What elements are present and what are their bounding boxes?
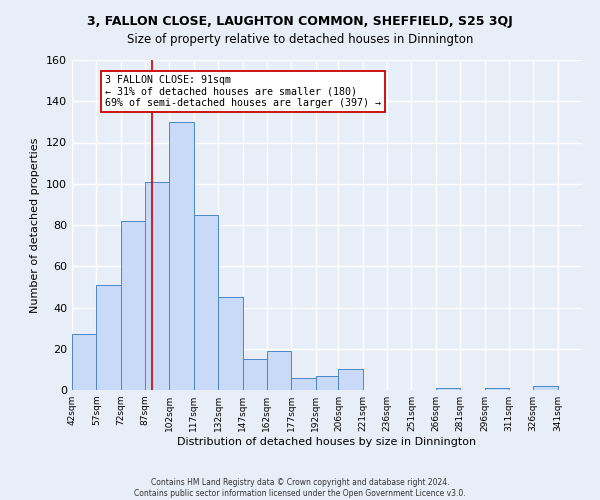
Bar [145,182,169,390]
Bar [485,388,509,390]
Bar [218,297,242,390]
Bar [267,351,291,390]
Bar [436,388,460,390]
Bar [72,334,97,390]
Bar [97,285,121,390]
Bar [194,214,218,390]
X-axis label: Distribution of detached houses by size in Dinnington: Distribution of detached houses by size … [178,437,476,447]
Bar [169,122,194,390]
Text: 3, FALLON CLOSE, LAUGHTON COMMON, SHEFFIELD, S25 3QJ: 3, FALLON CLOSE, LAUGHTON COMMON, SHEFFI… [87,15,513,28]
Bar [121,221,145,390]
Text: Size of property relative to detached houses in Dinnington: Size of property relative to detached ho… [127,32,473,46]
Y-axis label: Number of detached properties: Number of detached properties [31,138,40,312]
Bar [338,370,363,390]
Bar [316,376,340,390]
Bar [291,378,316,390]
Bar [533,386,557,390]
Text: 3 FALLON CLOSE: 91sqm
← 31% of detached houses are smaller (180)
69% of semi-det: 3 FALLON CLOSE: 91sqm ← 31% of detached … [105,75,381,108]
Bar [242,359,267,390]
Text: Contains HM Land Registry data © Crown copyright and database right 2024.
Contai: Contains HM Land Registry data © Crown c… [134,478,466,498]
